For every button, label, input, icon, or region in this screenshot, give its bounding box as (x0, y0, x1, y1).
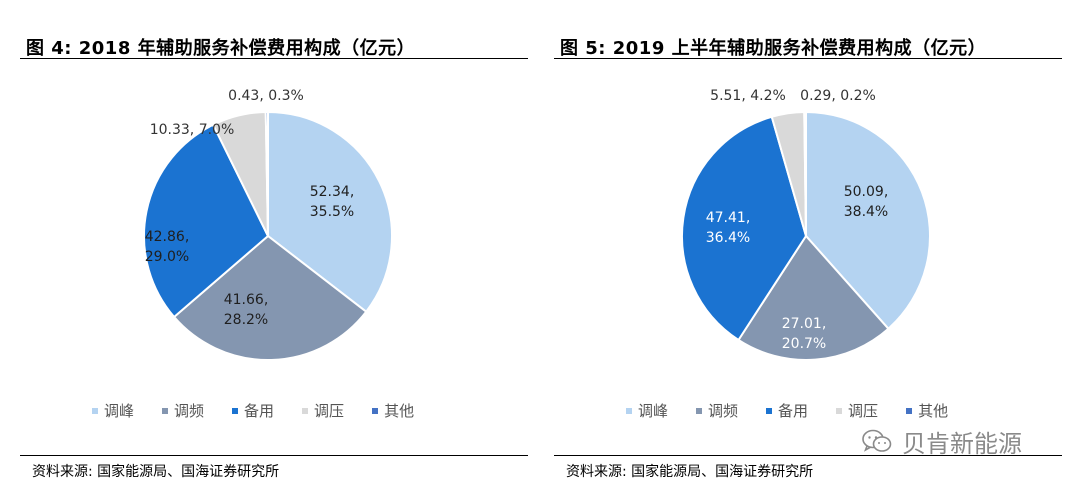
chart-title: 图 4: 2018 年辅助服务补偿费用构成（亿元） (26, 38, 416, 59)
legend-swatch (92, 407, 98, 414)
slice-data-label: 41.66, 28.2% (224, 292, 269, 328)
pie-slice-3 (681, 115, 808, 342)
slice-data-label: 47.41, 36.4% (706, 210, 751, 246)
pie-slice-1 (267, 110, 393, 314)
slice-data-label: 0.29, 0.2% (800, 88, 876, 104)
chart-title: 图 5: 2019 上半年辅助服务补偿费用构成（亿元） (560, 38, 987, 59)
title-rule (20, 58, 528, 59)
legend-item-peak: 调峰 (92, 400, 134, 421)
legend-swatch (302, 407, 309, 414)
chart-panel-2019h1: 图 5: 2019 上半年辅助服务补偿费用构成（亿元） 50.09, 38.4% 2… (548, 0, 1068, 489)
legend-item-other: 其他 (906, 400, 948, 421)
slice-data-label: 52.34, 35.5% (310, 184, 355, 220)
legend-item-frequency: 调频 (696, 400, 738, 421)
pie-slice-3 (143, 123, 270, 319)
legend-swatch (232, 407, 239, 414)
legend-item-reserve: 备用 (232, 400, 274, 421)
legend-swatch (766, 407, 773, 414)
slice-data-label: 0.43, 0.3% (228, 88, 304, 104)
legend-item-reserve: 备用 (766, 400, 808, 421)
pie-chart-2018: 52.34, 35.5% 41.66, 28.2% 42.86, 29.0% 10.33, … (143, 88, 393, 361)
slice-data-label: 27.01, 20.7% (782, 316, 827, 352)
chart-panel-2018: 图 4: 2018 年辅助服务补偿费用构成（亿元） 52.34, 35.5% 41.… (14, 0, 534, 489)
legend-swatch (696, 407, 703, 414)
pie-slice-2 (172, 234, 368, 361)
watermark-text: 贝肯新能源 (902, 430, 1022, 458)
legend: 调峰 调频 备用 调压 其他 (92, 400, 414, 421)
legend-item-voltage: 调压 (836, 400, 878, 421)
legend: 调峰 调频 备用 调压 其他 (626, 400, 948, 421)
pie-chart-2019h1: 50.09, 38.4% 27.01, 20.7% 47.41, 36.4% 5.51, 4… (681, 88, 931, 361)
legend-item-voltage: 调压 (302, 400, 344, 421)
slice-data-label: 10.33, 7.0% (150, 122, 235, 138)
legend-item-frequency: 调频 (162, 400, 204, 421)
legend-swatch (162, 407, 169, 414)
pie-slice-1 (805, 110, 931, 331)
legend-swatch (372, 407, 379, 414)
slice-data-label: 50.09, 38.4% (844, 184, 889, 220)
source-rule (554, 455, 1062, 456)
watermark: 贝肯新能源 (862, 424, 1022, 459)
source-note: 资料来源: 国家能源局、国海证券研究所 (32, 464, 280, 480)
legend-item-other: 其他 (372, 400, 414, 421)
source-note: 资料来源: 国家能源局、国海证券研究所 (566, 464, 814, 480)
source-rule (20, 455, 528, 456)
slice-data-label: 42.86, 29.0% (145, 229, 190, 265)
legend-item-peak: 调峰 (626, 400, 668, 421)
pie-slice-5 (264, 110, 269, 237)
legend-swatch (626, 407, 632, 414)
title-rule (554, 58, 1062, 59)
wechat-icon (862, 429, 892, 452)
legend-swatch (906, 407, 913, 414)
slice-data-label: 5.51, 4.2% (710, 88, 786, 104)
legend-swatch (836, 407, 843, 414)
pie-slice-5 (803, 110, 807, 237)
pie-slice-2 (737, 234, 890, 361)
